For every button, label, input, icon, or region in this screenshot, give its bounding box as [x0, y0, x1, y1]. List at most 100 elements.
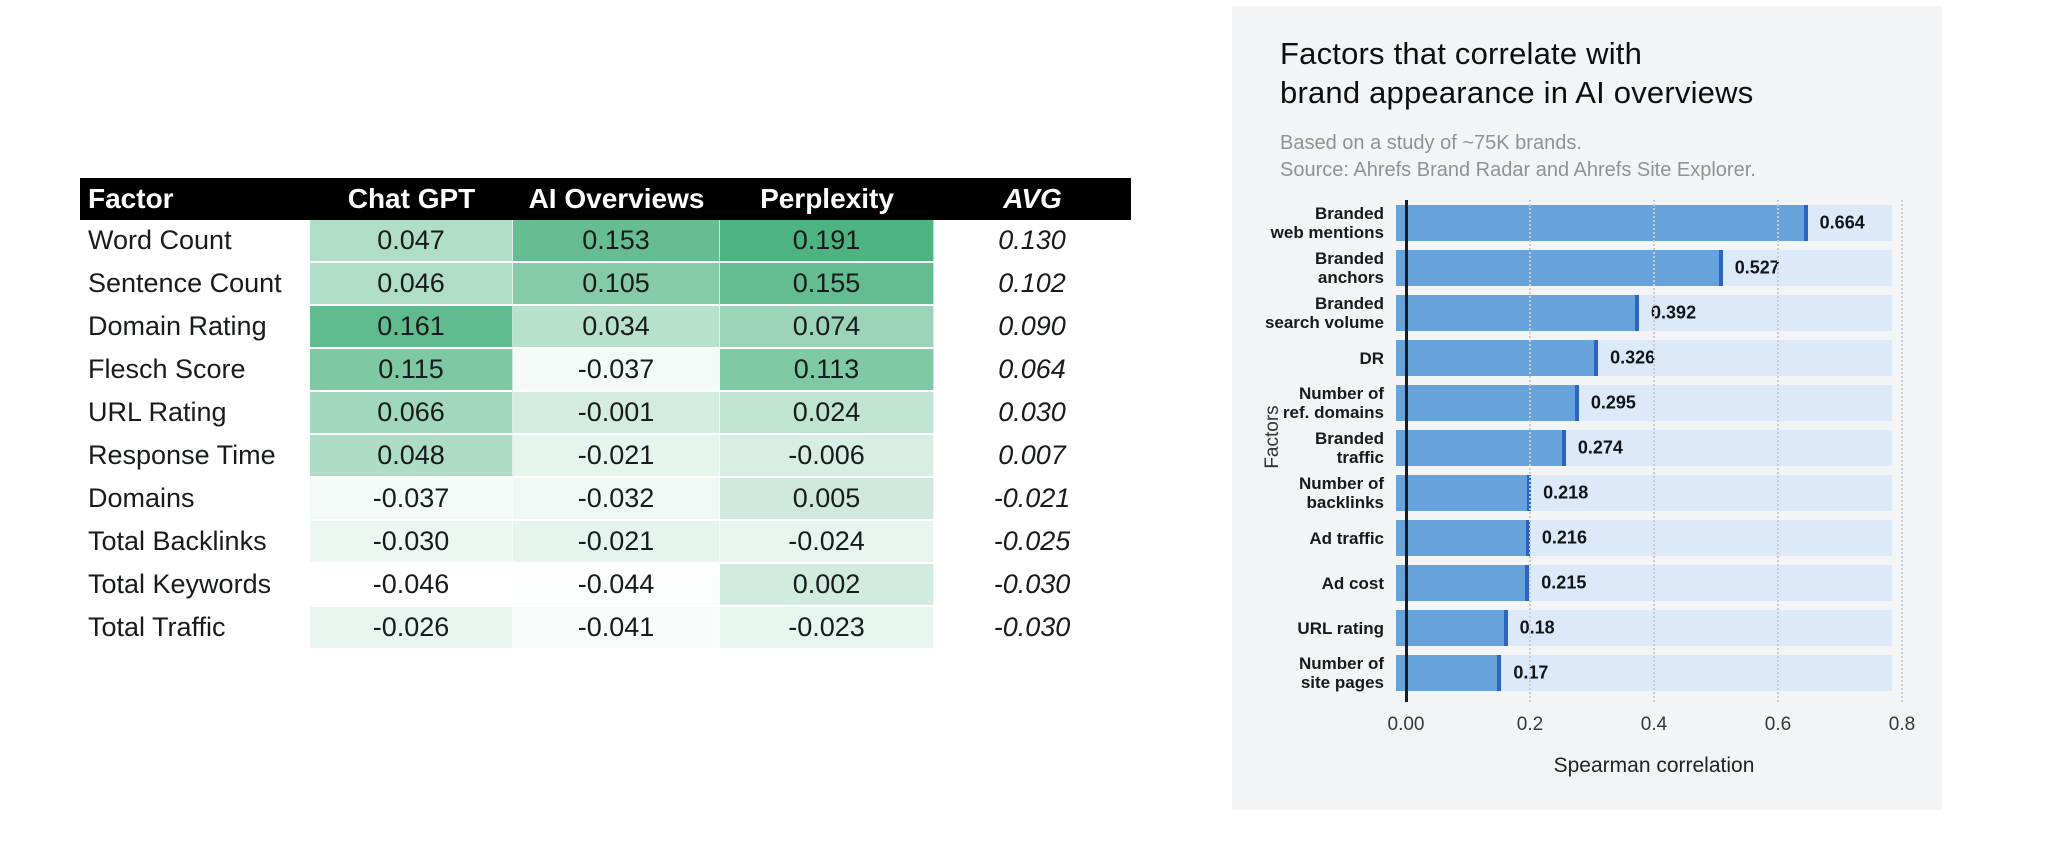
bar-row: Branded search volume 0.392 — [1232, 294, 1902, 332]
avg-value-cell: 0.102 — [934, 263, 1131, 306]
heatmap-value-cell: -0.026 — [310, 607, 513, 650]
heatmap-value-cell: 0.191 — [720, 220, 934, 263]
chart-title: Factors that correlate with brand appear… — [1280, 36, 1754, 110]
column-header-avg: AVG — [1003, 183, 1062, 214]
x-tick-0-2: 0.2 — [1516, 714, 1544, 735]
bar-value-label: 0.326 — [1610, 347, 1656, 368]
heatmap-value-cell: 0.046 — [310, 263, 513, 306]
heatmap-value-cell: 0.115 — [310, 349, 513, 392]
bar-category-label: Branded traffic — [1315, 429, 1384, 467]
gridline-0-6 — [1777, 200, 1779, 702]
bar-row: Branded anchors 0.527 — [1232, 249, 1902, 287]
heatmap-value-cell: 0.161 — [310, 306, 513, 349]
heatmap-value-cell: -0.030 — [310, 521, 513, 564]
heatmap-value-cell: -0.023 — [720, 607, 934, 650]
bar-value-label: 0.218 — [1543, 482, 1589, 503]
bar — [1396, 610, 1508, 646]
heatmap-value-cell: 0.034 — [513, 306, 720, 349]
bar-row: Number of site pages 0.17 — [1232, 654, 1902, 692]
bar-category-label: Branded search volume — [1264, 294, 1384, 332]
chart-subtitle: Based on a study of ~75K brands. Source:… — [1280, 132, 1756, 181]
heatmap-value-cell: 0.105 — [513, 263, 720, 306]
table-row: Total Keywords -0.046 -0.044 0.002 -0.030 — [80, 564, 1131, 607]
heatmap-value-cell: -0.006 — [720, 435, 934, 478]
x-tick-0: 0.00 — [1387, 714, 1425, 735]
table-row: Flesch Score 0.115 -0.037 0.113 0.064 — [80, 349, 1131, 392]
bar-row: URL rating 0.18 — [1232, 610, 1902, 646]
bar-category-label: Ad cost — [1321, 573, 1384, 593]
bar-row: Branded web mentions 0.664 — [1232, 204, 1902, 242]
table-row: Domain Rating 0.161 0.034 0.074 0.090 — [80, 306, 1131, 349]
x-tick-0-6: 0.6 — [1764, 714, 1792, 735]
table-row: Total Traffic -0.026 -0.041 -0.023 -0.030 — [80, 607, 1131, 650]
bar-track: 0.527 — [1396, 250, 1892, 286]
avg-value-cell: -0.030 — [934, 607, 1131, 650]
factor-label: Total Traffic — [80, 607, 310, 650]
factor-label: Word Count — [80, 220, 310, 263]
factor-label: Sentence Count — [80, 263, 310, 306]
column-header-perplexity: Perplexity — [760, 183, 894, 214]
factor-label: Total Keywords — [80, 564, 310, 607]
bar-track: 0.392 — [1396, 295, 1892, 331]
bar-category-label: DR — [1359, 348, 1384, 368]
heatmap-value-cell: 0.074 — [720, 306, 934, 349]
avg-value-cell: 0.090 — [934, 306, 1131, 349]
heatmap-value-cell: 0.002 — [720, 564, 934, 607]
table-row: Response Time 0.048 -0.021 -0.006 0.007 — [80, 435, 1131, 478]
bar-track: 0.295 — [1396, 385, 1892, 421]
table-row: Domains -0.037 -0.032 0.005 -0.021 — [80, 478, 1131, 521]
table-row: Word Count 0.047 0.153 0.191 0.130 — [80, 220, 1131, 263]
correlation-table-header: Factor Chat GPT AI Overviews Perplexity … — [80, 178, 1131, 220]
heatmap-value-cell: -0.037 — [513, 349, 720, 392]
bar-track: 0.216 — [1396, 520, 1892, 556]
bar-value-label: 0.295 — [1590, 392, 1636, 413]
heatmap-value-cell: -0.021 — [513, 521, 720, 564]
avg-value-cell: 0.007 — [934, 435, 1131, 478]
bar-category-label: URL rating — [1297, 618, 1384, 638]
factor-label: Total Backlinks — [80, 521, 310, 564]
avg-value-cell: -0.025 — [934, 521, 1131, 564]
gridline-0-2 — [1529, 200, 1531, 702]
column-header-factor: Factor — [88, 183, 174, 214]
factor-label: Domain Rating — [80, 306, 310, 349]
bar-category-label: Branded anchors — [1315, 249, 1384, 287]
bar-value-label: 0.392 — [1651, 302, 1697, 323]
bar — [1396, 340, 1599, 376]
avg-value-cell: 0.064 — [934, 349, 1131, 392]
column-header-aioverviews: AI Overviews — [528, 183, 705, 214]
table-row: URL Rating 0.066 -0.001 0.024 0.030 — [80, 392, 1131, 435]
bar — [1396, 295, 1640, 331]
table-row: Total Backlinks -0.030 -0.021 -0.024 -0.025 — [80, 521, 1131, 564]
x-axis-label: Spearman correlation — [1553, 754, 1755, 777]
bar-value-label: 0.215 — [1541, 572, 1587, 593]
bar-plot-area: Branded web mentions 0.664 Branded anchors… — [1232, 204, 1902, 700]
x-tick-0-8: 0.8 — [1888, 714, 1916, 735]
bar-track: 0.18 — [1396, 610, 1892, 646]
heatmap-value-cell: -0.024 — [720, 521, 934, 564]
table-row: Sentence Count 0.046 0.105 0.155 0.102 — [80, 263, 1131, 306]
bar-category-label: Number of backlinks — [1299, 474, 1384, 512]
column-header-chatgpt: Chat GPT — [347, 183, 476, 214]
avg-value-cell: -0.030 — [934, 564, 1131, 607]
bar-row: Number of backlinks 0.218 — [1232, 474, 1902, 512]
bar-track: 0.215 — [1396, 565, 1892, 601]
factor-label: Domains — [80, 478, 310, 521]
bar-track: 0.17 — [1396, 655, 1892, 691]
bar-row: Branded traffic 0.274 — [1232, 429, 1902, 467]
bar-value-label: 0.527 — [1734, 257, 1780, 278]
factor-label: Flesch Score — [80, 349, 310, 392]
avg-value-cell: -0.021 — [934, 478, 1131, 521]
gridline-0-4 — [1653, 200, 1655, 702]
bar — [1396, 475, 1532, 511]
heatmap-value-cell: -0.044 — [513, 564, 720, 607]
y-axis-line — [1405, 200, 1408, 702]
heatmap-value-cell: -0.041 — [513, 607, 720, 650]
heatmap-value-cell: -0.046 — [310, 564, 513, 607]
heatmap-value-cell: -0.001 — [513, 392, 720, 435]
bar-category-label: Branded web mentions — [1270, 204, 1384, 242]
bar-value-label: 0.664 — [1819, 212, 1865, 233]
factor-label: URL Rating — [80, 392, 310, 435]
bar-row: Ad traffic 0.216 — [1232, 520, 1902, 556]
heatmap-value-cell: 0.005 — [720, 478, 934, 521]
